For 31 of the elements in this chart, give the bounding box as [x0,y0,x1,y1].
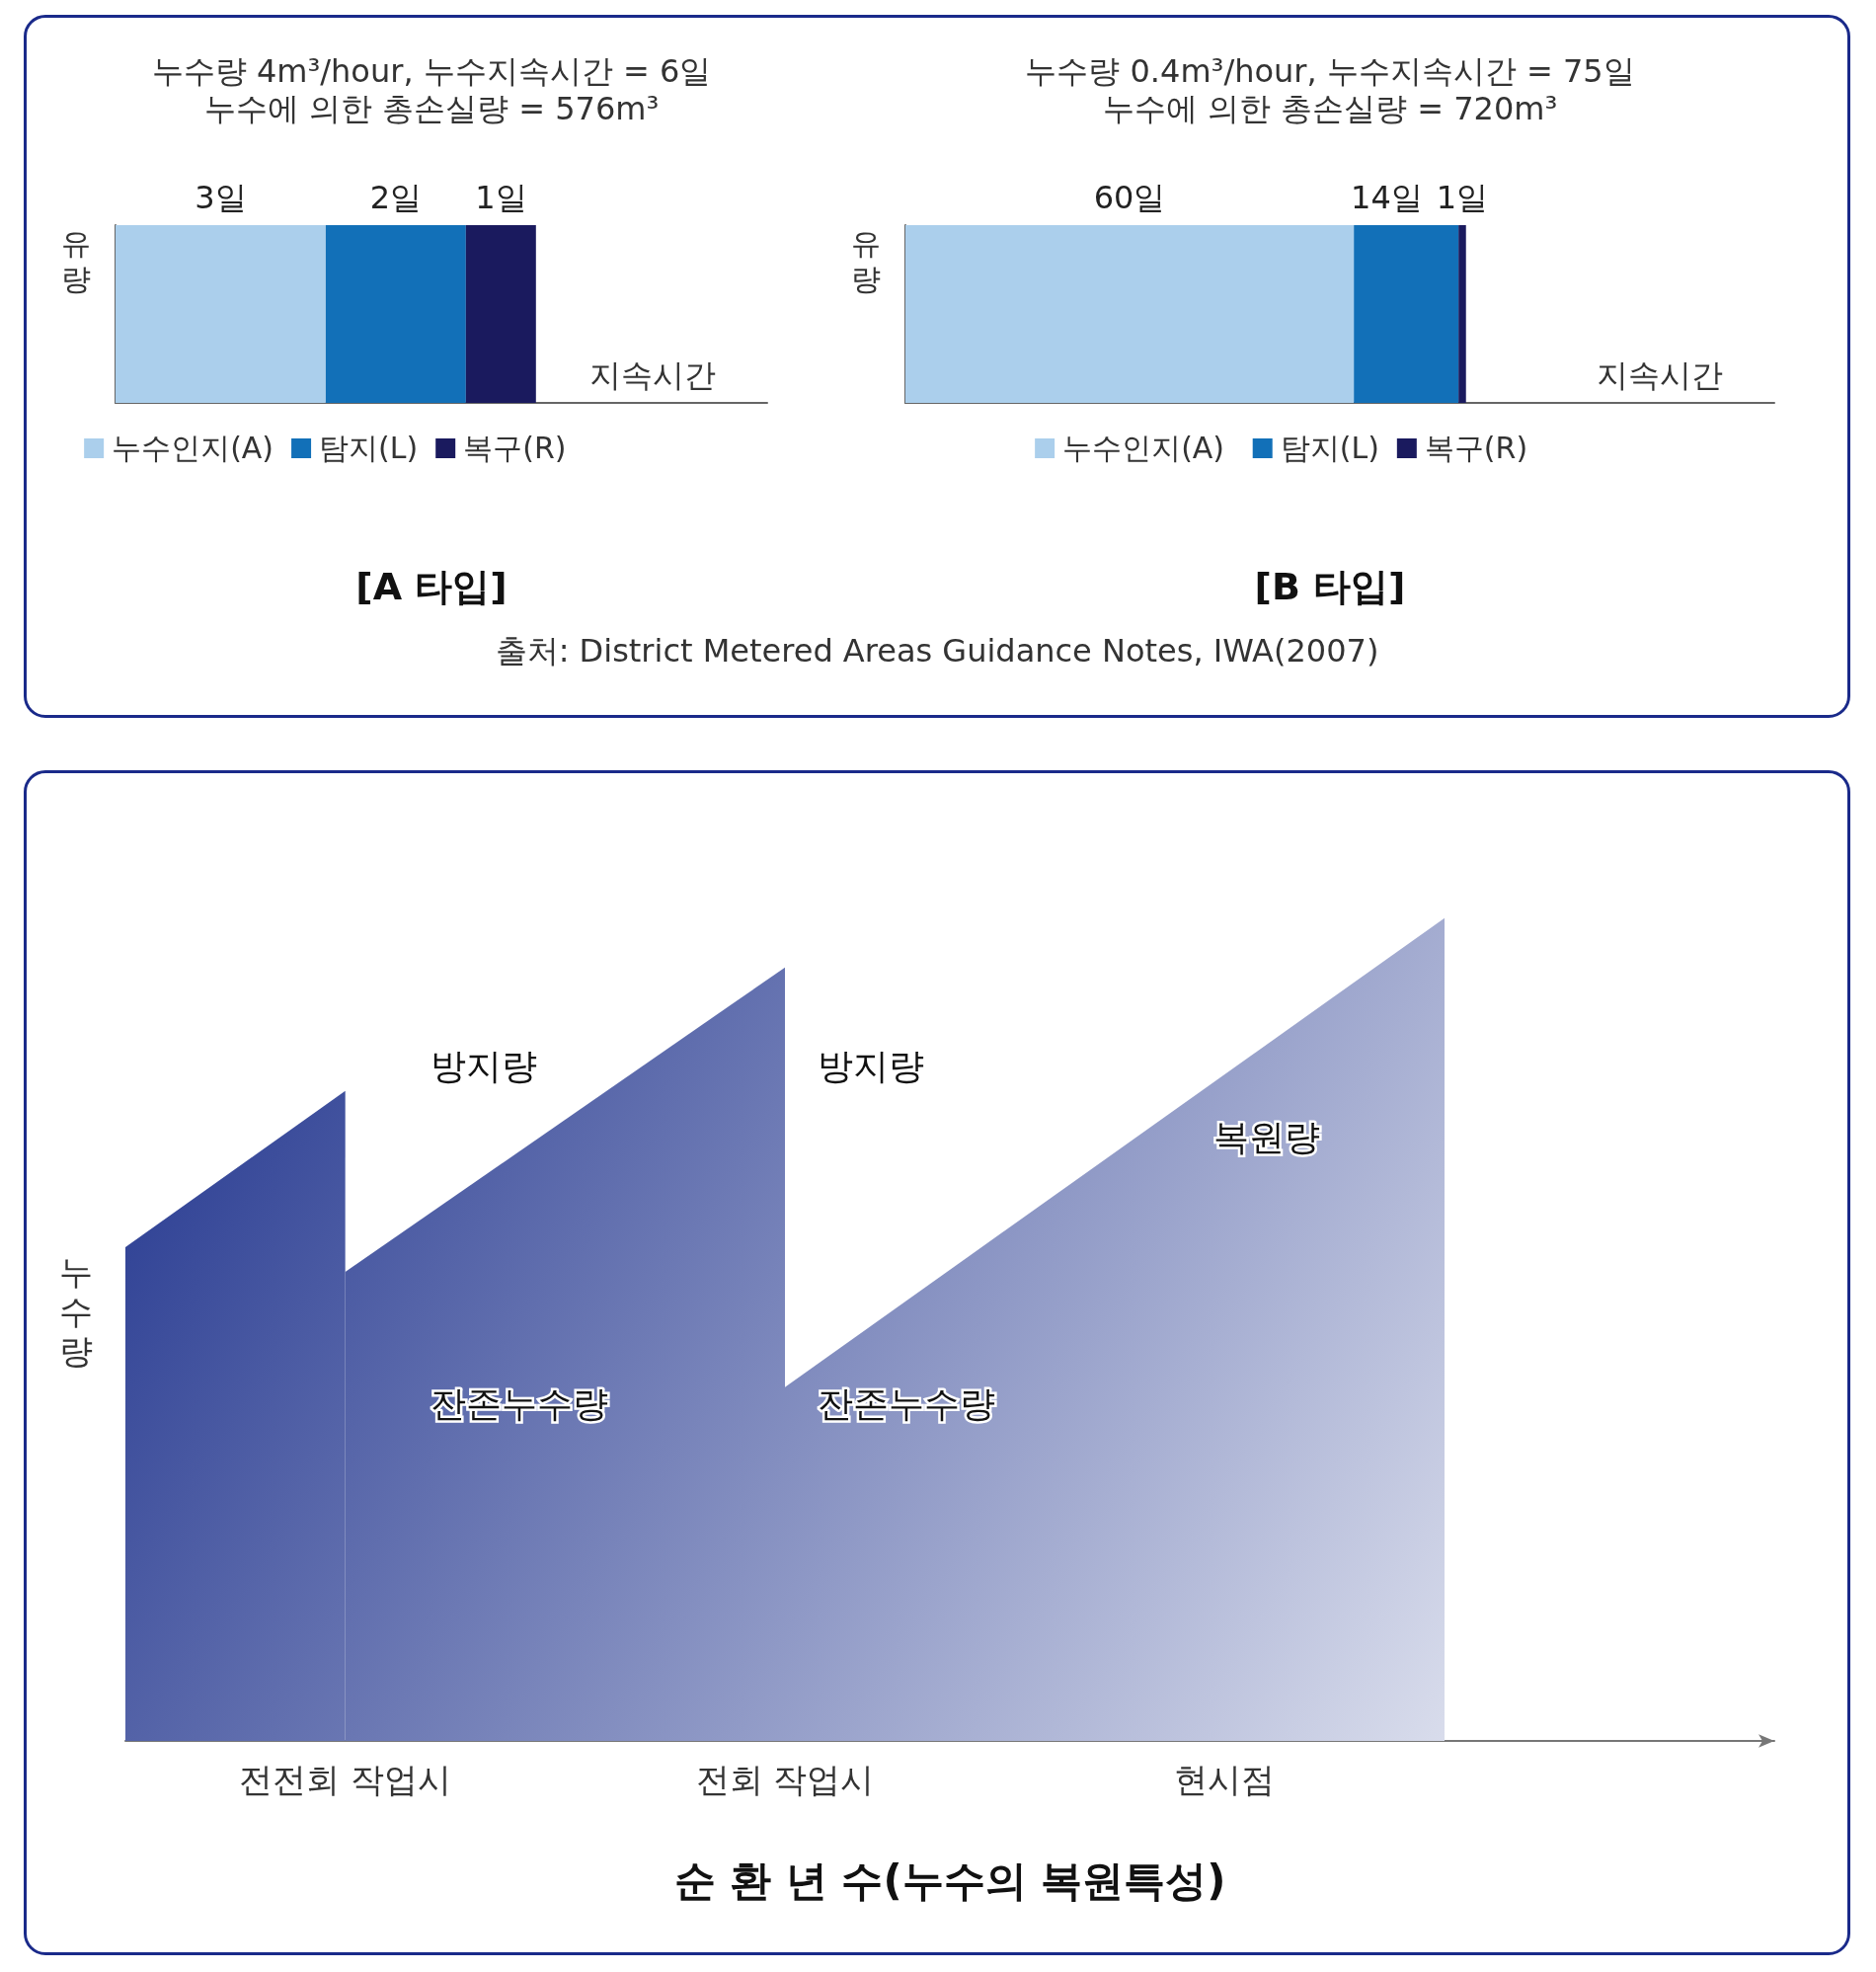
legend-label: 누수인지(A) [112,430,274,465]
annotation: 복원량 [1213,1116,1321,1157]
x-tick-label: 현시점 [1174,1760,1276,1799]
annotation: 잔존누수량 [818,1382,996,1424]
legend-label: 복구(R) [1424,430,1528,465]
annotation: 방지량 [430,1045,537,1086]
x-axis-title: 지속시간 [1597,356,1723,394]
legend-label: 탐지(L) [1280,430,1379,465]
y-axis-title: 유량 [61,225,91,296]
data-label: 1일 [1436,179,1489,216]
chart-subtitle: 누수량 0.4m³/hour, 누수지속시간 = 75일 누수에 의한 총손실량 = 720m³ [1025,52,1635,127]
x-tick-label: 전회 작업시 [695,1760,875,1799]
annotation: 방지량 [818,1045,925,1086]
y-axis-title: 유량 [851,225,881,296]
x-axis-title: 순 환 년 수(누수의 복원특성) [673,1855,1226,1905]
text: [A 타입] [355,565,508,608]
legend-label: 복구(R) [463,430,567,465]
x-tick-label: 전전회 작업시 [239,1760,452,1799]
y-axis-title: 누수량 [59,1252,93,1371]
legend-label: 탐지(L) [319,430,419,465]
chart-subtitle: 누수량 4m³/hour, 누수지속시간 = 6일 누수에 의한 총손실량 = 576m³ [151,52,712,127]
x-axis-title: 지속시간 [589,356,716,394]
legend-label: 누수인지(A) [1062,430,1225,465]
data-label: 2일 [369,179,423,216]
annotation: 잔존누수량 [430,1382,608,1424]
data-label: 1일 [475,179,527,216]
data-label: 60일 [1093,179,1166,216]
data-label: 14일 [1351,179,1423,216]
text: [B 타입] [1254,565,1406,608]
data-label: 3일 [195,179,247,216]
source-note: 출처: District Metered Areas Guidance Notes, IWA(2007) [494,631,1380,671]
